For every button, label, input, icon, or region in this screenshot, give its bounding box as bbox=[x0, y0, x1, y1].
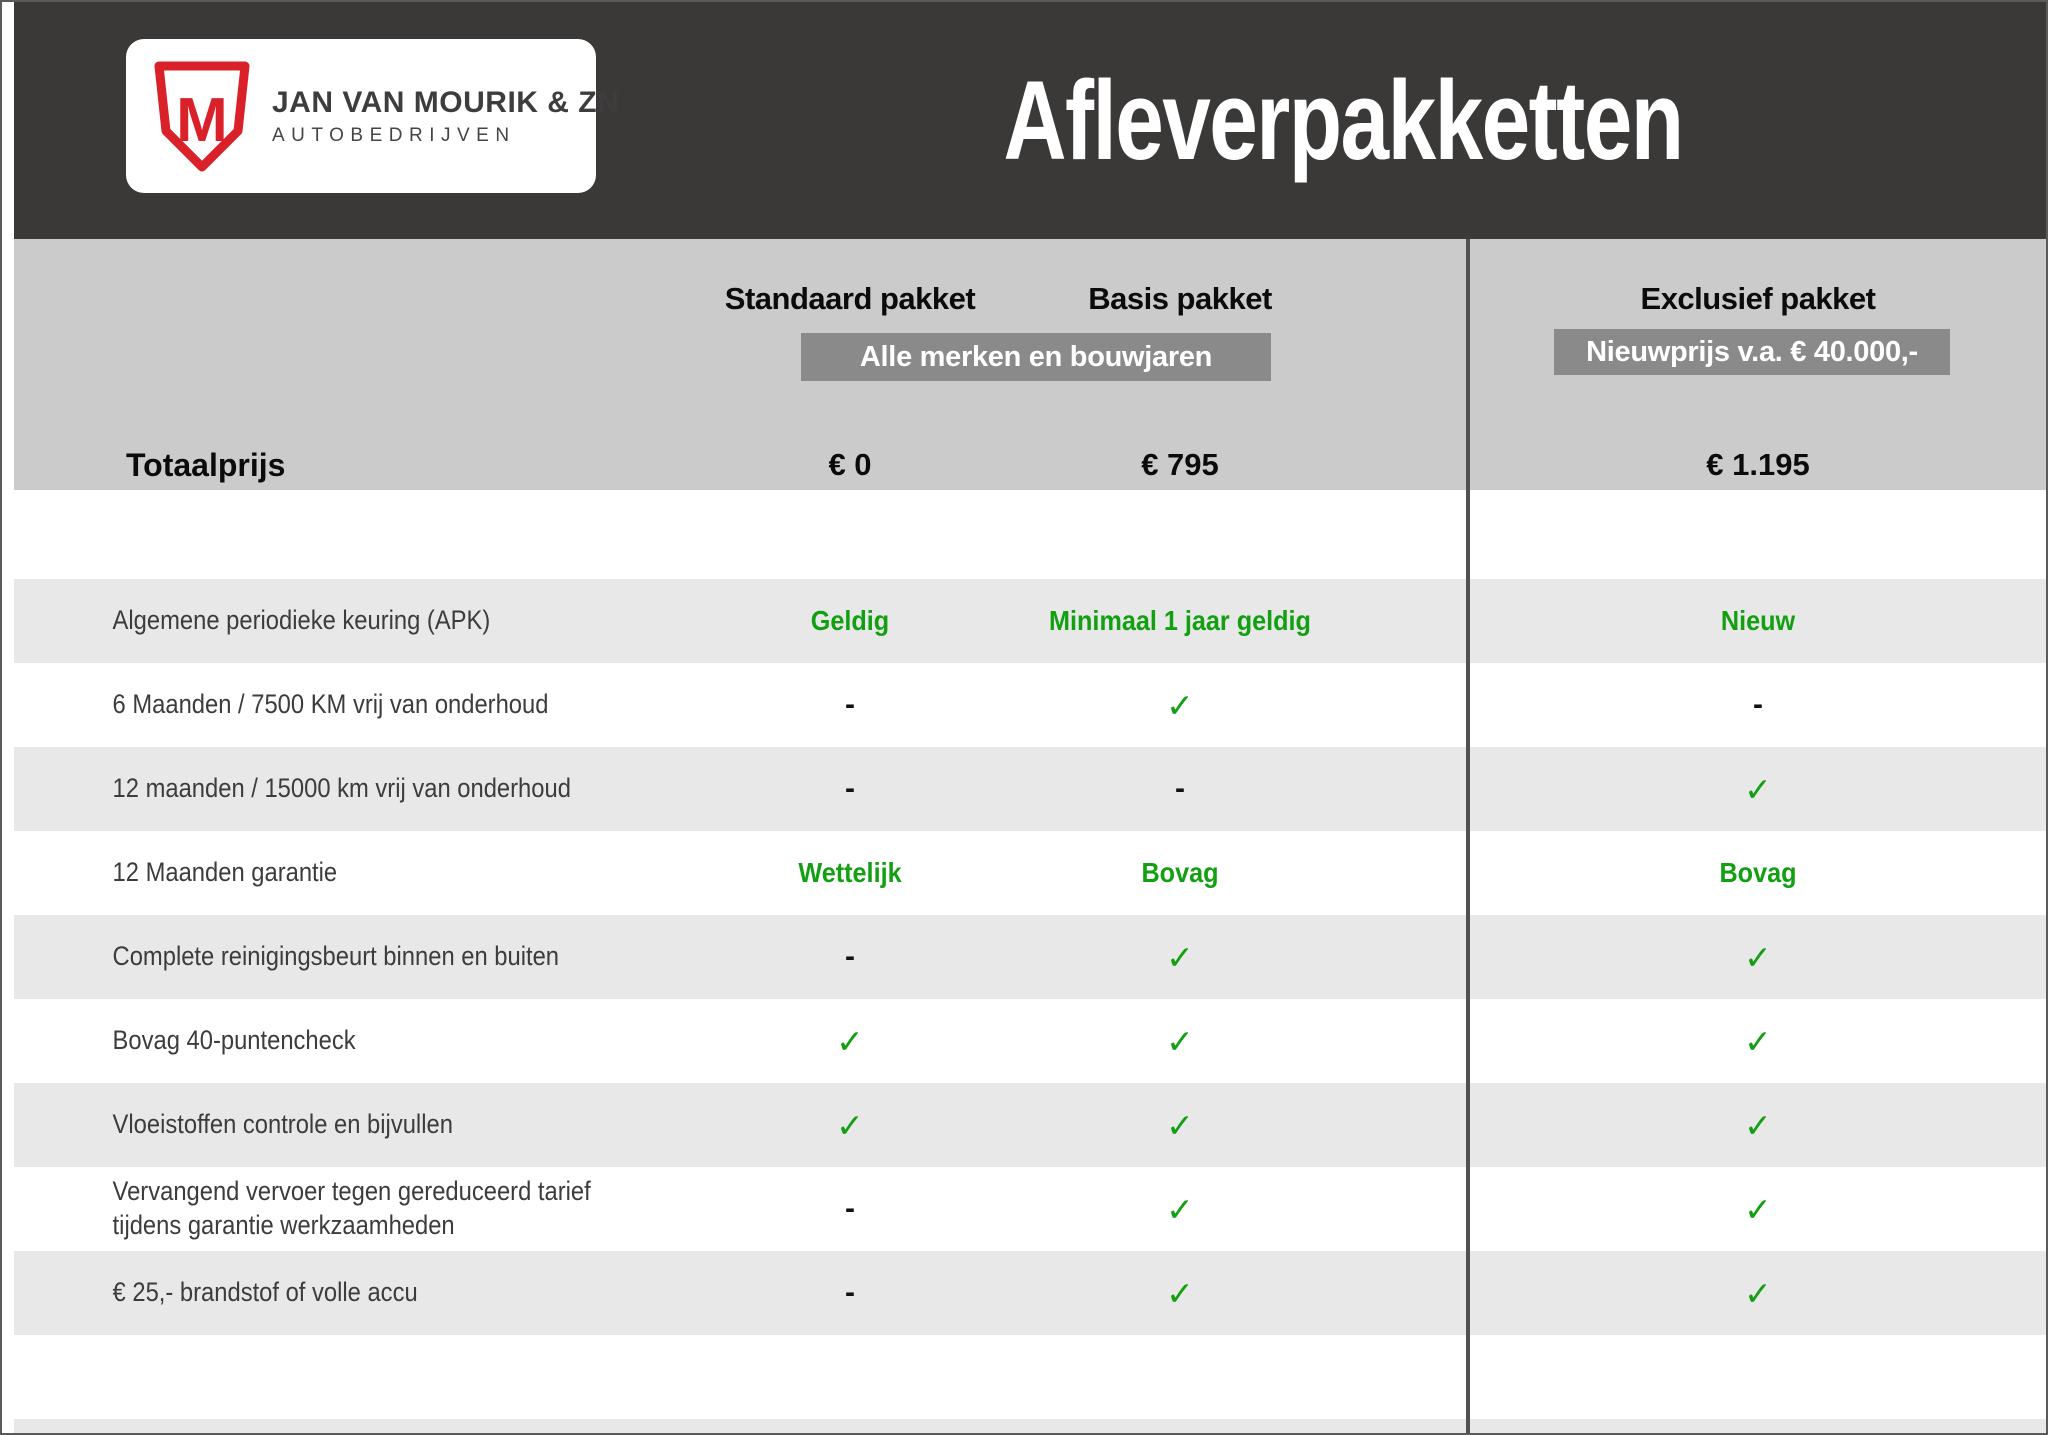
bottom-strip bbox=[14, 1419, 2046, 1433]
not-included-dash: - bbox=[845, 1192, 855, 1225]
feature-label: 6 Maanden / 7500 KM vrij van onderhoud bbox=[112, 689, 549, 720]
feature-label: Vloeistoffen controle en bijvullen bbox=[112, 1109, 453, 1140]
not-included-dash: - bbox=[1753, 688, 1763, 721]
feature-row: Vloeistoffen controle en bijvullen ✓ ✓ ✓ bbox=[14, 1083, 2046, 1167]
feature-row: Bovag 40-puntencheck ✓ ✓ ✓ bbox=[14, 999, 2046, 1083]
feature-row: Complete reinigingsbeurt binnen en buite… bbox=[14, 915, 2046, 999]
brand-text: JAN VAN MOURIK & ZN AUTOBEDRIJVEN bbox=[272, 86, 619, 147]
not-included-dash: - bbox=[845, 688, 855, 721]
feature-row: Algemene periodieke keuring (APK) Geldig M… bbox=[14, 579, 2046, 663]
included-check-icon: ✓ bbox=[1166, 1022, 1194, 1060]
included-check-icon: ✓ bbox=[836, 1106, 864, 1144]
header: M JAN VAN MOURIK & ZN AUTOBEDRIJVEN Afle… bbox=[14, 2, 2046, 239]
not-included-dash: - bbox=[845, 940, 855, 973]
included-check-icon: ✓ bbox=[1166, 938, 1194, 976]
included-check-icon: ✓ bbox=[1744, 1106, 1772, 1144]
feature-row: 6 Maanden / 7500 KM vrij van onderhoud - ✓… bbox=[14, 663, 2046, 747]
feature-value: Bovag bbox=[1719, 857, 1797, 888]
total-price-basis: € 795 bbox=[1141, 447, 1219, 482]
included-check-icon: ✓ bbox=[1166, 686, 1194, 724]
included-check-icon: ✓ bbox=[1166, 1274, 1194, 1312]
brand-monogram: M bbox=[176, 86, 228, 155]
feature-value: Minimaal 1 jaar geldig bbox=[1049, 605, 1311, 636]
included-check-icon: ✓ bbox=[836, 1022, 864, 1060]
packages-header-band: Standaard pakket Basis pakket Exclusief … bbox=[14, 239, 2046, 490]
feature-label: Bovag 40-puntencheck bbox=[112, 1025, 356, 1056]
feature-row: Vervangend vervoer tegen gereduceerd tar… bbox=[14, 1167, 2046, 1251]
included-check-icon: ✓ bbox=[1744, 1022, 1772, 1060]
feature-row: 12 maanden / 15000 km vrij van onderhoud… bbox=[14, 747, 2046, 831]
brand-subtitle: AUTOBEDRIJVEN bbox=[272, 124, 516, 146]
brand-logo: M JAN VAN MOURIK & ZN AUTOBEDRIJVEN bbox=[126, 39, 619, 193]
feature-label: Complete reinigingsbeurt binnen en buite… bbox=[112, 941, 560, 972]
feature-value: Bovag bbox=[1141, 857, 1219, 888]
column-header-exclusief: Exclusief pakket bbox=[1640, 281, 1876, 316]
feature-label: 12 Maanden garantie bbox=[112, 857, 338, 888]
brand-shield-m-icon: M bbox=[154, 61, 250, 171]
included-check-icon: ✓ bbox=[1744, 938, 1772, 976]
feature-label: Algemene periodieke keuring (APK) bbox=[112, 605, 491, 636]
included-check-icon: ✓ bbox=[1166, 1106, 1194, 1144]
not-included-dash: - bbox=[1175, 772, 1185, 805]
feature-label: € 25,- brandstof of volle accu bbox=[112, 1277, 418, 1308]
brand-name: JAN VAN MOURIK & ZN bbox=[272, 85, 620, 119]
not-included-dash: - bbox=[845, 1276, 855, 1309]
exclusief-divider-line bbox=[1466, 239, 1470, 1433]
feature-row: € 25,- brandstof of volle accu - ✓ ✓ bbox=[14, 1251, 2046, 1335]
feature-value: Geldig bbox=[810, 605, 890, 636]
total-price-exclusief: € 1.195 bbox=[1706, 447, 1810, 482]
feature-label: Vervangend vervoer tegen gereduceerd tar… bbox=[112, 1176, 591, 1240]
not-included-dash: - bbox=[845, 772, 855, 805]
included-check-icon: ✓ bbox=[1744, 770, 1772, 808]
totals-label: Totaalprijs bbox=[126, 447, 286, 483]
feature-rows: Algemene periodieke keuring (APK) Geldig M… bbox=[14, 579, 2046, 1335]
feature-row: 12 Maanden garantie Wettelijk Bovag Bovag bbox=[14, 831, 2046, 915]
column-header-standaard: Standaard pakket bbox=[724, 281, 976, 316]
feature-value: Nieuw bbox=[1720, 605, 1796, 636]
feature-label: 12 maanden / 15000 km vrij van onderhoud bbox=[112, 773, 571, 804]
total-price-standaard: € 0 bbox=[828, 447, 872, 482]
badge-alle-merken: Alle merken en bouwjaren bbox=[801, 333, 1271, 381]
badge-nieuwprijs: Nieuwprijs v.a. € 40.000,- bbox=[1554, 329, 1950, 375]
included-check-icon: ✓ bbox=[1744, 1190, 1772, 1228]
column-header-basis: Basis pakket bbox=[1088, 281, 1272, 316]
included-check-icon: ✓ bbox=[1166, 1190, 1194, 1228]
page-title: Afleverpakketten bbox=[1003, 57, 1684, 183]
included-check-icon: ✓ bbox=[1744, 1274, 1772, 1312]
feature-value: Wettelijk bbox=[798, 857, 902, 888]
